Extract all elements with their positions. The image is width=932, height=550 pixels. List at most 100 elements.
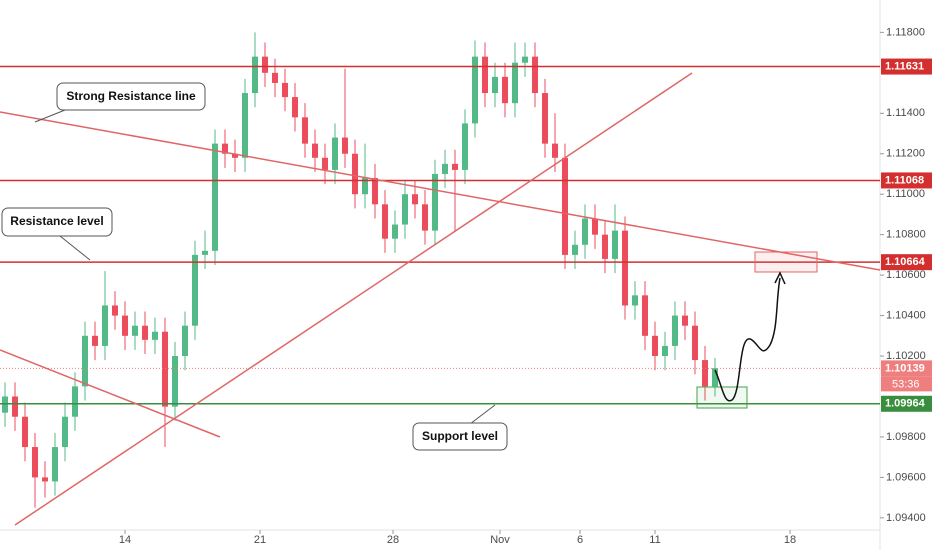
price-label: 1.10139: [885, 362, 925, 374]
candle-body: [612, 230, 618, 259]
x-tick-label: 6: [577, 534, 583, 546]
candle-body: [702, 360, 708, 387]
candle-body: [682, 315, 688, 326]
callout-text: Support level: [422, 429, 498, 443]
price-label-bg: [881, 395, 932, 412]
candle-body: [652, 335, 658, 357]
candle-body: [132, 325, 138, 336]
candle-body: [602, 234, 608, 259]
callout-pointer: [59, 235, 91, 261]
candle-body: [12, 396, 18, 417]
candle-body: [712, 368, 718, 387]
candle-body: [212, 143, 218, 251]
candle-body: [332, 137, 338, 170]
candle-body: [182, 325, 188, 357]
price-label-bg: [881, 360, 932, 377]
candle-body: [302, 117, 308, 144]
axes: 1.11800 1.11400 1.11200 1.11000 1.10800 1.106…: [119, 26, 932, 546]
drawings: [0, 72, 881, 526]
candle-body: [392, 224, 398, 239]
y-tick-label: 1.09400: [886, 512, 926, 524]
candle-body: [222, 143, 228, 154]
y-tick-label: 1.09800: [886, 431, 926, 443]
y-tick-label: 1.09600: [886, 471, 926, 483]
x-tick-label: 28: [387, 534, 399, 546]
target-box: [754, 251, 818, 273]
candle-body: [442, 163, 448, 174]
candle-body: [62, 416, 68, 448]
levels: [0, 65, 880, 405]
candle-body: [112, 305, 118, 316]
candle-body: [412, 194, 418, 205]
candle-body: [422, 204, 428, 231]
candle-body: [362, 178, 368, 195]
candle-body: [272, 72, 278, 83]
candle-body: [582, 218, 588, 245]
y-tick-label: 1.11000: [886, 188, 925, 200]
candle-body: [402, 194, 408, 225]
candle-body: [202, 250, 208, 255]
candle-body: [152, 331, 158, 340]
candle-body: [592, 218, 598, 235]
candle-body: [232, 153, 238, 158]
x-tick-label: 11: [649, 534, 660, 546]
candle-body: [472, 56, 478, 124]
projection-arrow: [714, 277, 781, 402]
candle-body: [312, 143, 318, 158]
candle-body: [542, 93, 548, 144]
candles: [2, 32, 718, 508]
candle-body: [642, 295, 648, 336]
candle-body: [32, 447, 38, 478]
candle-body: [242, 93, 248, 158]
x-tick-label: 14: [119, 534, 131, 546]
candle-body: [102, 305, 108, 346]
candle-body: [142, 325, 148, 340]
candle-body: [492, 76, 498, 94]
candle-body: [502, 76, 508, 104]
price-label: 1.09964: [885, 398, 926, 410]
candle-body: [532, 56, 538, 94]
callout-pointer: [469, 404, 496, 425]
candle-body: [322, 157, 328, 170]
candle-body: [692, 325, 698, 361]
price-label: 1.11068: [885, 174, 924, 186]
y-tick-label: 1.10400: [886, 309, 926, 321]
trend-line: [14, 72, 693, 526]
candle-body: [552, 143, 558, 158]
candle-body: [2, 396, 8, 413]
candle-body: [372, 178, 378, 205]
arrow-head: [774, 271, 786, 285]
candle-body: [22, 416, 28, 448]
candle-body: [282, 82, 288, 98]
candle-body: [42, 477, 48, 482]
candle-body: [562, 157, 568, 255]
candle-body: [162, 331, 168, 407]
candle-body: [192, 254, 198, 326]
candle-body: [252, 56, 258, 94]
x-tick-label: 21: [254, 534, 266, 546]
candle-body: [342, 137, 348, 154]
callout-box: [1, 207, 113, 237]
candle-body: [52, 447, 58, 482]
candle-body: [572, 244, 578, 255]
candle-body: [72, 386, 78, 417]
candle-body: [432, 173, 438, 231]
price-label: 1.11631: [885, 60, 924, 72]
y-tick-label: 1.10200: [886, 350, 926, 362]
price-label-bg: [881, 172, 932, 189]
callout-text: Strong Resistance line: [66, 89, 196, 103]
callouts: Strong Resistance line Resistance level …: [1, 82, 508, 451]
trend-line: [0, 111, 881, 271]
candle-body: [82, 335, 88, 387]
candle-body: [622, 230, 628, 306]
countdown-bg: [881, 376, 932, 392]
candle-body: [262, 56, 268, 73]
callout-text: Resistance level: [10, 214, 103, 228]
trend-line: [0, 349, 221, 438]
y-tick-label: 1.11400: [886, 107, 925, 119]
x-tick-label: Nov: [490, 534, 510, 546]
candle-body: [92, 335, 98, 346]
candle-body: [632, 295, 638, 306]
candle-body: [172, 356, 178, 407]
